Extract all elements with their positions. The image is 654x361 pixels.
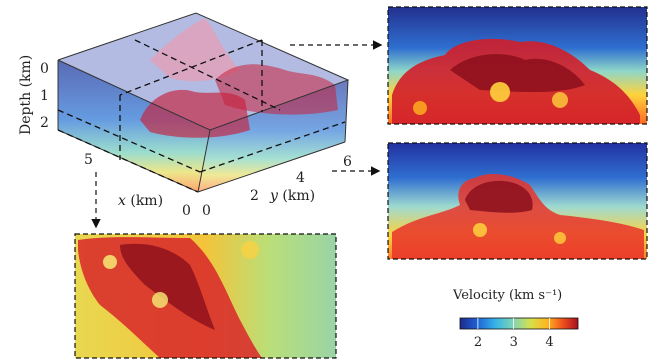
middle-right-slice: [387, 142, 648, 260]
colorbar-gradient: [459, 317, 579, 330]
colorbar-tick-3: 3: [510, 335, 518, 350]
connector-arrows: [91, 40, 383, 229]
model-3d-block: [57, 12, 350, 193]
x-axis-unit: (km): [130, 193, 163, 209]
block-front-face: [58, 60, 210, 192]
y-axis: 0 2 4 6 y (km): [202, 154, 352, 219]
colorbar-tick-2: 2: [474, 335, 482, 350]
y-tick-2: 2: [250, 188, 259, 204]
colorbar-label: Velocity (km s⁻¹): [452, 288, 562, 303]
depth-tick-2: 2: [40, 115, 49, 131]
block-inner-slice-2: [215, 64, 338, 115]
y-axis-label: y (km): [269, 188, 315, 204]
block-top-anomaly: [150, 18, 240, 82]
depth-tick-0: 0: [40, 61, 49, 77]
y-tick-6: 6: [343, 154, 352, 170]
depth-axis: Depth (km) 0 1 2: [18, 55, 49, 135]
y-axis-var: y: [269, 188, 279, 204]
y-axis-unit: (km): [282, 188, 315, 204]
top-right-slice: [387, 6, 648, 125]
x-tick-5: 5: [84, 152, 93, 168]
colorbar-tick-4: 4: [545, 335, 553, 350]
bottom-left-slice: [74, 233, 337, 359]
colorbar: Velocity (km s⁻¹) 2 3 4: [452, 288, 579, 350]
depth-tick-1: 1: [40, 88, 49, 104]
depth-axis-label: Depth (km): [18, 55, 34, 135]
y-tick-0: 0: [202, 203, 211, 219]
x-axis-label: x (km): [118, 193, 163, 209]
x-axis: 5 0 x (km): [84, 152, 191, 219]
y-tick-4: 4: [296, 170, 305, 186]
x-axis-var: x: [118, 193, 126, 209]
x-tick-0: 0: [182, 203, 191, 219]
